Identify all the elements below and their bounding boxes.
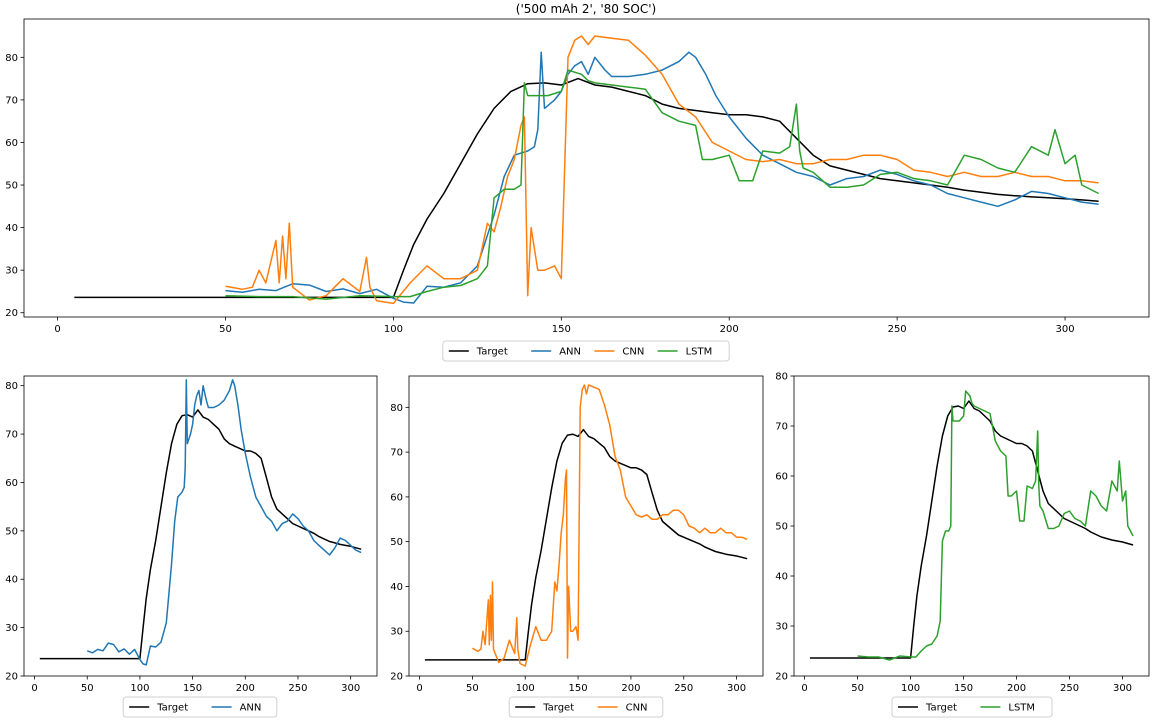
x-tick-label: 300 [1055, 324, 1074, 335]
legend-label-target: Target [542, 703, 574, 714]
legend-label-cnn: CNN [626, 703, 648, 714]
chart-panel-2: 0 50 100 150 200 250 300 20 30 40 50 60 70 80 Target CN… [390, 375, 764, 718]
x-tick-label: 200 [621, 683, 640, 694]
x-tick-label: 50 [466, 683, 479, 694]
legend-label-ann: ANN [559, 347, 581, 358]
x-tick-label: 200 [720, 324, 739, 335]
x-tick-label: 50 [219, 324, 232, 335]
x-tick-label: 250 [674, 683, 693, 694]
y-tick-label: 80 [5, 53, 18, 64]
legend-label-target: Target [925, 703, 957, 714]
series-line-cnn [472, 384, 748, 667]
series-group [809, 390, 1134, 661]
x-tick-label: 0 [54, 324, 60, 335]
legend-label-target: Target [476, 347, 508, 358]
chart-panel-1: 0 50 100 150 200 250 300 20 30 40 50 60 70 80 Target AN… [5, 375, 378, 718]
x-tick-label: 150 [954, 683, 973, 694]
x-tick-label: 250 [288, 683, 307, 694]
legend-label-lstm: LSTM [1008, 703, 1035, 714]
legend: Target LSTM [891, 696, 1053, 718]
y-tick-label: 50 [390, 537, 403, 548]
legend-label-lstm: LSTM [686, 347, 713, 358]
y-tick-label: 80 [390, 403, 403, 414]
y-tick-label: 20 [5, 672, 18, 683]
y-tick-label: 20 [390, 672, 403, 683]
series-line-ann [86, 379, 362, 666]
series-line-lstm [225, 69, 1099, 300]
y-tick-label: 30 [5, 623, 18, 634]
plot-frame [23, 375, 378, 677]
series-line-target [424, 428, 748, 661]
x-tick-label: 200 [1007, 683, 1026, 694]
legend-box [122, 696, 278, 718]
y-tick-label: 30 [390, 627, 403, 638]
x-tick-label: 150 [552, 324, 571, 335]
y-tick-label: 60 [775, 472, 788, 483]
y-tick-label: 30 [5, 266, 18, 277]
legend-box [891, 696, 1053, 718]
series-group [424, 384, 748, 667]
x-tick-label: 0 [801, 683, 807, 694]
y-tick-label: 60 [5, 138, 18, 149]
legend-label-cnn: CNN [622, 347, 644, 358]
chart-title: ('500 mAh 2', '80 SOC') [516, 2, 656, 16]
y-tick-label: 60 [5, 478, 18, 489]
x-tick-label: 0 [416, 683, 422, 694]
plot-frame [23, 18, 1150, 318]
x-tick-label: 50 [851, 683, 864, 694]
x-tick-label: 100 [384, 324, 403, 335]
legend-label-ann: ANN [240, 703, 262, 714]
x-tick-label: 150 [183, 683, 202, 694]
plot-frame [793, 375, 1150, 677]
series-group [39, 379, 362, 666]
y-tick-label: 50 [775, 522, 788, 533]
x-tick-label: 300 [341, 683, 360, 694]
series-line-lstm [857, 390, 1134, 661]
y-tick-label: 20 [775, 672, 788, 683]
series-line-target [809, 400, 1134, 659]
x-tick-label: 100 [516, 683, 535, 694]
x-tick-label: 100 [901, 683, 920, 694]
y-tick-label: 40 [390, 582, 403, 593]
x-tick-label: 250 [888, 324, 907, 335]
y-tick-label: 60 [390, 492, 403, 503]
series-group [74, 35, 1099, 305]
y-tick-label: 70 [775, 422, 788, 433]
legend: Target ANN CNN LSTM [442, 340, 730, 362]
x-tick-label: 0 [31, 683, 37, 694]
y-tick-label: 50 [5, 526, 18, 537]
y-tick-label: 20 [5, 308, 18, 319]
y-tick-label: 80 [775, 372, 788, 383]
legend: Target ANN [122, 696, 278, 718]
series-line-target [74, 77, 1099, 299]
legend: Target CNN [508, 696, 664, 718]
x-tick-label: 150 [569, 683, 588, 694]
y-tick-label: 70 [5, 430, 18, 441]
x-tick-label: 50 [81, 683, 94, 694]
series-line-target [39, 409, 362, 660]
y-tick-label: 70 [390, 448, 403, 459]
y-tick-label: 80 [5, 381, 18, 392]
chart-panel-3: 0 50 100 150 200 250 300 20 30 40 50 60 70 80 Target LS… [775, 372, 1150, 718]
series-line-cnn [225, 35, 1099, 305]
x-tick-label: 100 [130, 683, 149, 694]
x-tick-label: 200 [236, 683, 255, 694]
y-tick-label: 30 [775, 622, 788, 633]
x-tick-label: 300 [727, 683, 746, 694]
legend-label-target: Target [156, 703, 188, 714]
series-line-ann [225, 51, 1099, 304]
y-tick-label: 50 [5, 181, 18, 192]
y-tick-label: 70 [5, 95, 18, 106]
y-tick-label: 40 [5, 575, 18, 586]
legend-box [508, 696, 664, 718]
plot-frame [408, 375, 764, 677]
legend-box [442, 340, 730, 362]
x-tick-label: 250 [1060, 683, 1079, 694]
y-tick-label: 40 [5, 223, 18, 234]
y-tick-label: 40 [775, 572, 788, 583]
x-tick-label: 300 [1113, 683, 1132, 694]
chart-panel-0: 0 50 100 150 200 250 300 20 30 40 50 60 70 80 Target AN… [5, 18, 1150, 362]
